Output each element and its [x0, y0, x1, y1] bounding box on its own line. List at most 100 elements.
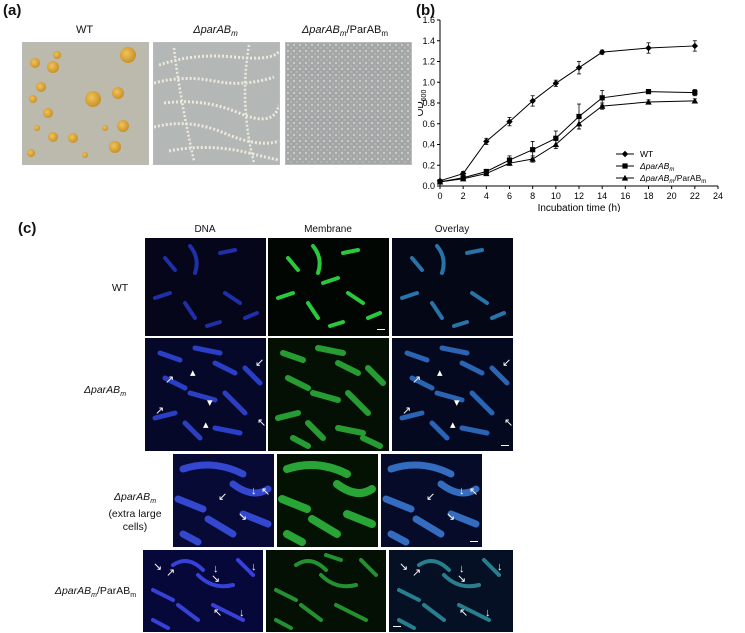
arrow-icon: ↖: [257, 417, 266, 429]
data-point: [552, 141, 560, 148]
x-tick-label: 20: [667, 191, 677, 201]
column-label-dna: DNA: [194, 224, 216, 235]
arrow-icon: ↓: [213, 563, 219, 575]
data-point: [436, 178, 444, 185]
data-point: [598, 102, 606, 109]
panel-c-letter: (c): [18, 220, 37, 237]
data-point: [529, 155, 536, 162]
arrow-icon: ↙: [502, 357, 512, 369]
y-tick-label: 1.4: [422, 36, 435, 46]
x-tick-label: 0: [437, 191, 442, 201]
legend-marker: [622, 163, 628, 169]
micro-complement-membrane: [266, 550, 386, 632]
y-tick-label: 1.2: [422, 57, 435, 67]
chart-series: [436, 40, 699, 185]
panel-a-letter: (a): [3, 2, 22, 19]
arrow-icon: ↗: [165, 374, 175, 386]
micro-wt-overlay: [392, 238, 513, 336]
micro-complement-overlay: ↘ ↗ ↓ ↘ ↓ ↖ ↓: [389, 550, 513, 632]
series-line: [439, 45, 695, 182]
x-axis-label: Incubation time (h): [538, 203, 621, 212]
growth-curve-chart: 0 2 4 6 8 10 12 14 16 18 20 22 240.00.20.40.60.81.01…: [418, 15, 723, 212]
row-label-mutant-large: ΔparABm (extra large cells): [108, 491, 162, 534]
x-tick-label: 16: [620, 191, 630, 201]
arrowhead-icon: ▴: [190, 367, 196, 379]
micro-wt-dna: [145, 238, 266, 336]
arrow-icon: ↙: [255, 357, 265, 369]
data-point: [575, 64, 583, 71]
arrow-icon: ↘: [446, 511, 456, 523]
data-point: [506, 159, 513, 166]
arrowhead-icon: ▾: [207, 397, 213, 409]
colony-label-wt: WT: [75, 24, 94, 36]
arrowhead-icon: ▴: [450, 419, 456, 431]
arrow-icon: ↓: [497, 561, 503, 573]
arrow-icon: ↗: [166, 567, 176, 579]
row-label-mutant: ΔparABm: [83, 384, 127, 399]
colony-label-complement: ΔparABm/ParABm: [301, 24, 389, 39]
arrow-icon: ↓: [459, 485, 465, 497]
legend-label: ΔparABm: [639, 161, 674, 173]
legend-label: WT: [640, 149, 653, 159]
x-tick-label: 4: [484, 191, 489, 201]
legend-marker: [621, 150, 629, 158]
colony-label-mutant: ΔparABm: [193, 24, 238, 39]
micro-complement-dna: ↘ ↗ ↓ ↘ ↓ ↖ ↓: [143, 550, 263, 632]
arrow-icon: ↓: [485, 607, 491, 619]
y-axis-label: OD600: [418, 90, 428, 117]
arrowhead-icon: ▴: [437, 367, 443, 379]
arrow-icon: ↘: [457, 573, 467, 585]
x-tick-label: 6: [507, 191, 512, 201]
data-point: [645, 98, 652, 105]
y-tick-label: 0.0: [422, 181, 435, 191]
data-point: [575, 120, 583, 127]
data-point: [645, 88, 652, 95]
y-tick-label: 0.8: [422, 98, 435, 108]
data-point: [691, 97, 699, 104]
scale-bar: [501, 444, 509, 446]
row-label-complement: ΔparABm/ParABm: [54, 585, 137, 600]
column-label-overlay: Overlay: [434, 224, 470, 235]
arrow-icon: ↓: [251, 561, 257, 573]
colony-image-mutant: [153, 42, 280, 165]
arrow-icon: ↙: [218, 491, 228, 503]
data-point: [506, 118, 513, 125]
arrow-icon: ↘: [238, 511, 248, 523]
arrow-icon: ↖: [469, 486, 479, 498]
micro-large-dna: ↙ ↓ ↖ ↘: [173, 454, 274, 547]
y-tick-label: 0.4: [422, 140, 435, 150]
micro-mutant-membrane: [268, 338, 389, 451]
series-2: [436, 97, 699, 185]
x-tick-label: 8: [530, 191, 535, 201]
data-point: [692, 90, 698, 96]
y-tick-label: 1.0: [422, 77, 435, 87]
series-line: [439, 91, 695, 183]
arrow-icon: ↘: [399, 561, 409, 573]
legend-label: ΔparABm/ParABm: [639, 173, 706, 185]
x-tick-label: 10: [551, 191, 561, 201]
x-tick-label: 14: [597, 191, 607, 201]
scale-bar: [470, 540, 478, 542]
data-point: [483, 138, 490, 145]
data-point: [599, 95, 605, 101]
series-line: [439, 100, 695, 183]
y-tick-label: 0.2: [422, 160, 435, 170]
arrow-icon: ↙: [426, 491, 436, 503]
panel-b-letter: (b): [416, 2, 436, 19]
arrow-icon: ↗: [155, 405, 165, 417]
colony-image-wt: [22, 42, 149, 165]
legend-marker: [621, 174, 629, 181]
x-tick-label: 18: [643, 191, 653, 201]
micro-mutant-dna: ↗ ↗ ▴ ▾ ▴ ↙ ↖: [145, 338, 266, 451]
arrow-icon: ↗: [412, 374, 422, 386]
x-tick-label: 2: [461, 191, 466, 201]
scale-bar: [393, 625, 401, 627]
arrow-icon: ↖: [261, 486, 271, 498]
scale-bar: [377, 328, 385, 330]
data-point: [553, 135, 559, 141]
row-label-wt: WT: [111, 282, 129, 294]
arrow-icon: ↖: [213, 607, 223, 619]
data-point: [483, 170, 490, 177]
x-tick-label: 12: [574, 191, 584, 201]
y-tick-label: 0.6: [422, 119, 435, 129]
